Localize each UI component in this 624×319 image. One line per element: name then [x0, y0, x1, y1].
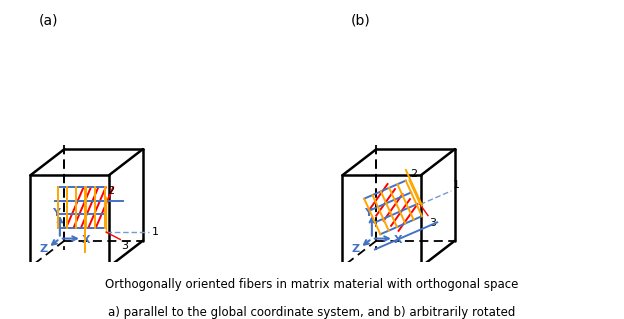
Text: 2: 2: [107, 186, 115, 196]
Text: Z: Z: [40, 244, 48, 254]
Text: (a): (a): [38, 13, 58, 27]
Text: a) parallel to the global coordinate system, and b) arbitrarily rotated: a) parallel to the global coordinate sys…: [109, 306, 515, 319]
Text: X: X: [394, 235, 402, 245]
Text: Orthogonally oriented fibers in matrix material with orthogonal space: Orthogonally oriented fibers in matrix m…: [105, 278, 519, 291]
Text: 3: 3: [429, 218, 436, 228]
Text: 1: 1: [452, 180, 460, 189]
Text: Y: Y: [364, 208, 372, 218]
Text: (b): (b): [350, 13, 370, 27]
Text: 1: 1: [152, 227, 159, 237]
Text: 2: 2: [411, 169, 417, 179]
Text: X: X: [82, 235, 90, 245]
Text: 3: 3: [122, 241, 129, 251]
Text: Y: Y: [52, 208, 60, 218]
Text: Z: Z: [352, 244, 360, 254]
